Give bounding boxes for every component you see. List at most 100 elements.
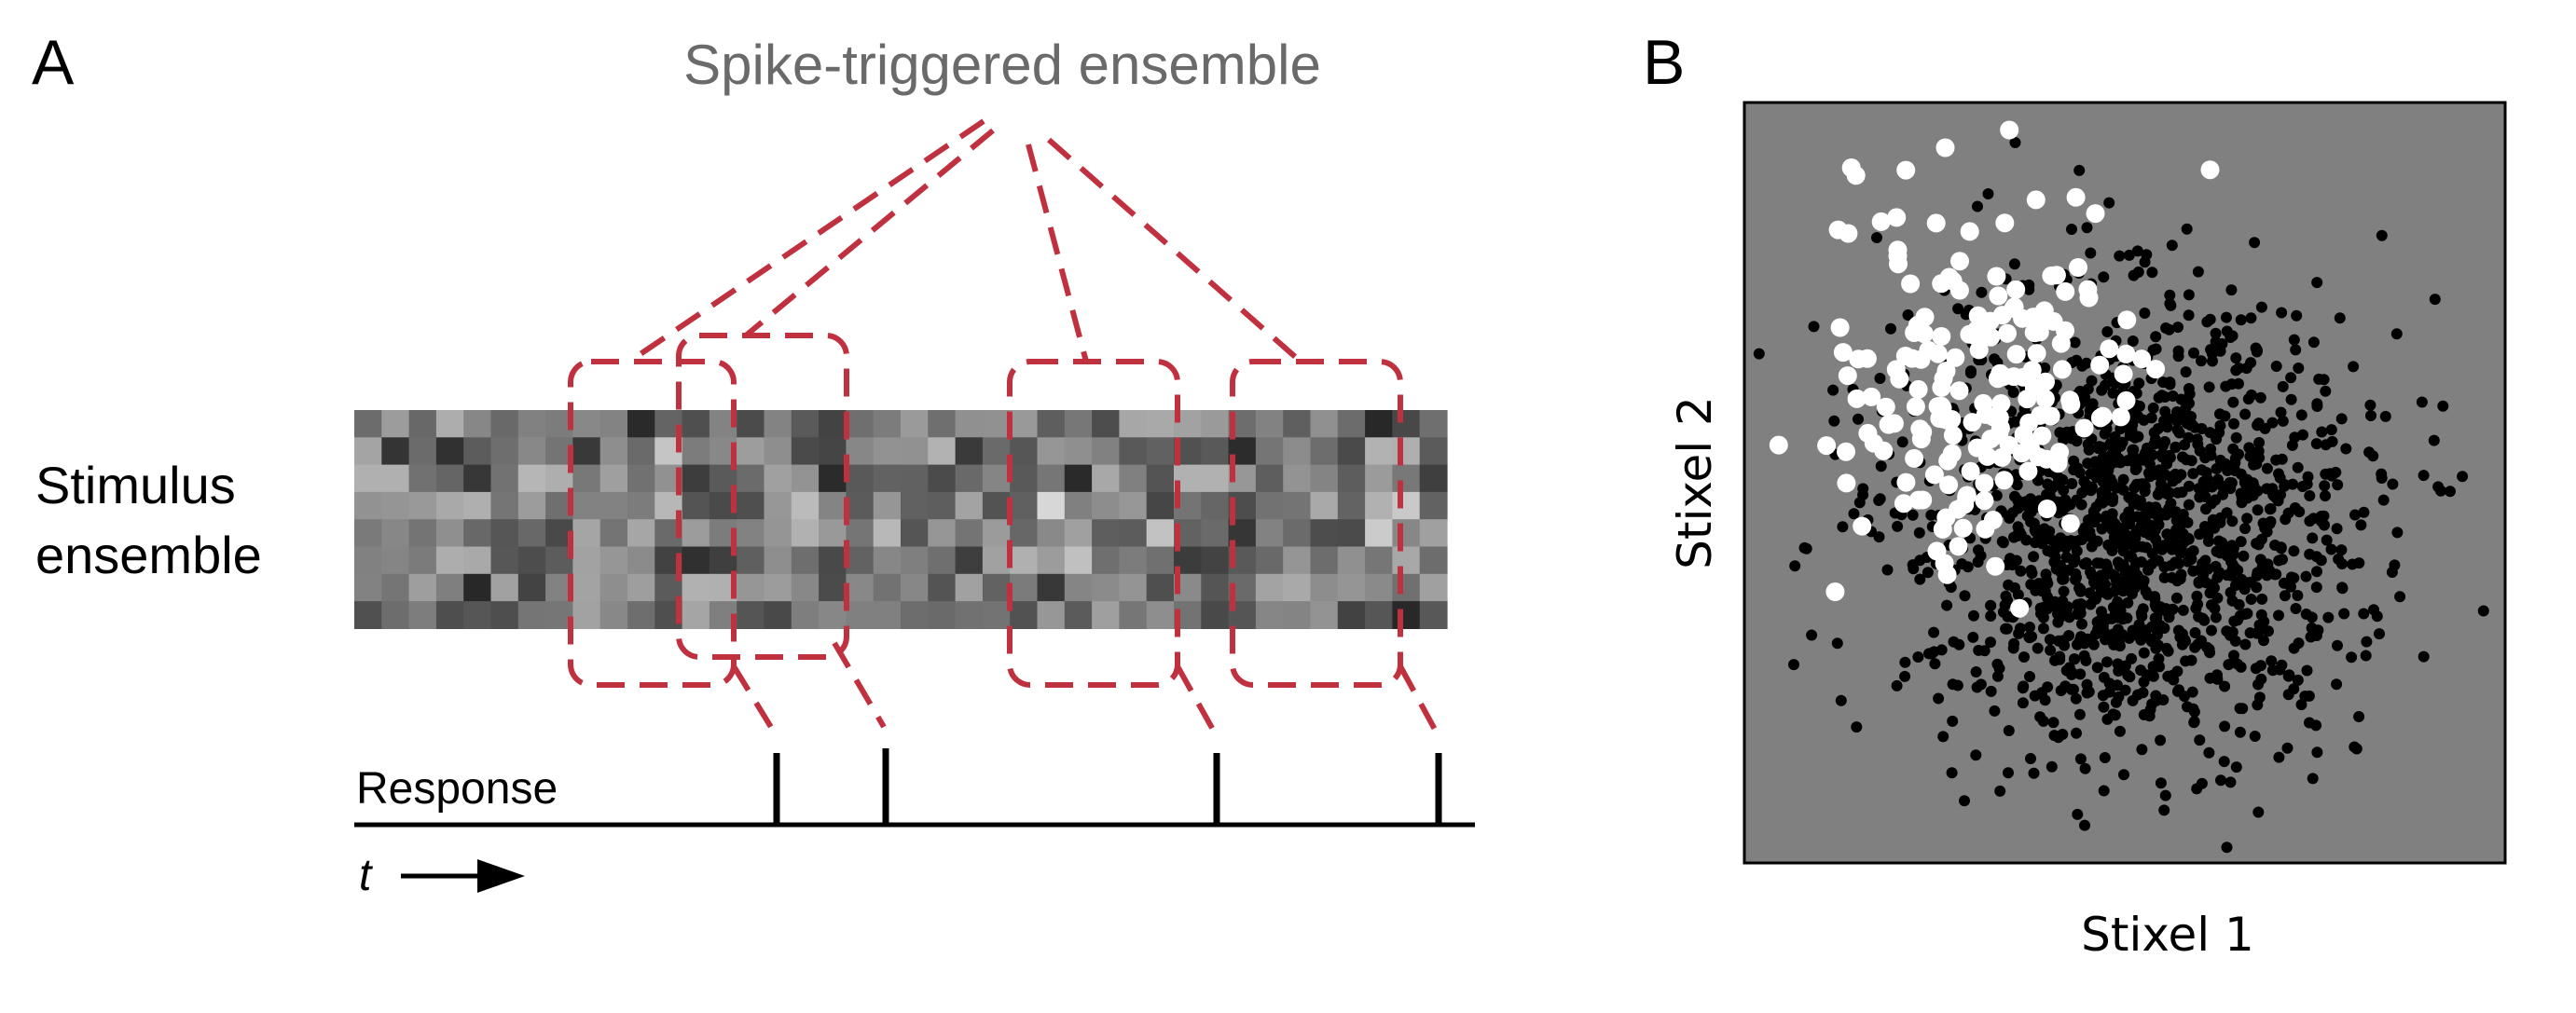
raw-stimulus-point [2174, 631, 2186, 643]
stimulus-pixel [928, 601, 957, 629]
raw-stimulus-point [2050, 541, 2062, 554]
stimulus-pixel [1365, 437, 1393, 466]
raw-stimulus-point [2017, 697, 2029, 709]
raw-stimulus-point [2101, 713, 2114, 725]
stimulus-pixel [846, 519, 875, 548]
raw-stimulus-point [2367, 450, 2379, 462]
raw-stimulus-point [2099, 452, 2111, 463]
stimulus-pixel [490, 601, 519, 629]
stimulus-pixel [1092, 491, 1120, 520]
raw-stimulus-point [2096, 606, 2107, 618]
stimulus-pixel [1092, 519, 1120, 548]
stimulus-pixel [819, 410, 847, 438]
raw-stimulus-point [2187, 565, 2199, 577]
raw-stimulus-point [2075, 499, 2087, 511]
raw-stimulus-point [2153, 512, 2165, 524]
stimulus-pixel [1283, 601, 1312, 629]
stimulus-pixel [737, 491, 765, 520]
stimulus-pixel [1146, 410, 1175, 438]
raw-stimulus-point [2332, 639, 2343, 651]
raw-stimulus-point [2032, 474, 2044, 486]
stimulus-pixel [1310, 464, 1339, 493]
raw-stimulus-point [2156, 449, 2168, 461]
stimulus-pixel [982, 601, 1011, 629]
raw-stimulus-point [1962, 561, 1974, 573]
stimulus-pixel [354, 519, 382, 548]
stimulus-pixel [982, 410, 1011, 438]
raw-stimulus-point [2208, 519, 2220, 531]
stimulus-pixel [381, 410, 410, 438]
raw-stimulus-point [2028, 767, 2040, 779]
stimulus-pixel [901, 601, 929, 629]
stimulus-pixel [1092, 601, 1120, 629]
raw-stimulus-point [1948, 636, 1960, 648]
raw-stimulus-point [2275, 406, 2287, 418]
raw-stimulus-point [1885, 322, 1896, 335]
stimulus-pixel [1337, 519, 1366, 548]
raw-stimulus-point [2114, 725, 2126, 737]
raw-stimulus-point [2335, 544, 2348, 556]
raw-stimulus-point [2387, 478, 2399, 490]
raw-stimulus-point [2181, 223, 2193, 235]
spike-triggered-point [1927, 541, 1947, 561]
stimulus-pixel [1119, 519, 1148, 548]
raw-stimulus-point [1965, 365, 1977, 377]
raw-stimulus-point [2209, 603, 2221, 614]
raw-stimulus-point [2233, 363, 2245, 374]
stimulus-pixel [1310, 410, 1339, 438]
spike-triggered-point [1888, 246, 1908, 266]
raw-stimulus-point [2012, 502, 2024, 514]
raw-stimulus-point [2096, 523, 2108, 535]
stimulus-pixel [846, 601, 875, 629]
raw-stimulus-point [2265, 503, 2277, 514]
spike-triggered-point [1935, 138, 1955, 157]
stimulus-pixel [873, 464, 902, 493]
stimulus-pixel [490, 573, 519, 602]
raw-stimulus-point [2042, 578, 2054, 590]
raw-stimulus-point [2302, 471, 2314, 483]
raw-stimulus-point [2346, 651, 2358, 664]
raw-stimulus-point [2240, 363, 2252, 375]
raw-stimulus-point [2150, 331, 2162, 343]
raw-stimulus-point [2416, 396, 2428, 408]
raw-stimulus-point [2070, 574, 2081, 585]
stimulus-pixel [599, 464, 628, 493]
stimulus-pixel [599, 437, 628, 466]
spike-triggered-point [1957, 486, 1977, 506]
raw-stimulus-point [2187, 545, 2199, 557]
raw-stimulus-point [1851, 721, 1863, 733]
raw-stimulus-point [2110, 445, 2122, 458]
connector-bottom-1 [731, 664, 779, 738]
raw-stimulus-point [2285, 393, 2297, 405]
raw-stimulus-point [2003, 579, 2015, 591]
raw-stimulus-point [2336, 582, 2349, 594]
raw-stimulus-point [2292, 674, 2304, 686]
stimulus-pixel [1365, 601, 1393, 629]
spike-triggered-point [2037, 500, 2057, 518]
stimulus-pixel [435, 519, 464, 548]
stimulus-pixel [819, 546, 847, 575]
raw-stimulus-point [1853, 413, 1864, 425]
stimulus-pixel [819, 491, 847, 520]
stimulus-pixel [1419, 491, 1448, 520]
raw-stimulus-point [2156, 486, 2169, 497]
raw-stimulus-point [2318, 510, 2330, 522]
stimulus-pixel [354, 437, 382, 466]
raw-stimulus-point [2178, 536, 2190, 548]
raw-stimulus-point [2116, 436, 2128, 448]
raw-stimulus-point [2185, 411, 2197, 422]
raw-stimulus-point [2111, 456, 2123, 468]
raw-stimulus-point [1968, 609, 1979, 622]
stimulus-pixel [955, 437, 984, 466]
raw-stimulus-point [2311, 398, 2323, 410]
raw-stimulus-point [2160, 469, 2171, 481]
stimulus-pixel [682, 410, 710, 438]
raw-stimulus-point [2197, 612, 2209, 624]
stimulus-pixel [381, 464, 410, 493]
raw-stimulus-point [2066, 478, 2078, 489]
spike-triggered-point [1936, 362, 1956, 380]
raw-stimulus-point [2042, 681, 2054, 693]
raw-stimulus-point [2012, 589, 2024, 601]
stimulus-pixel [490, 437, 519, 466]
stimulus-pixel [928, 410, 957, 438]
